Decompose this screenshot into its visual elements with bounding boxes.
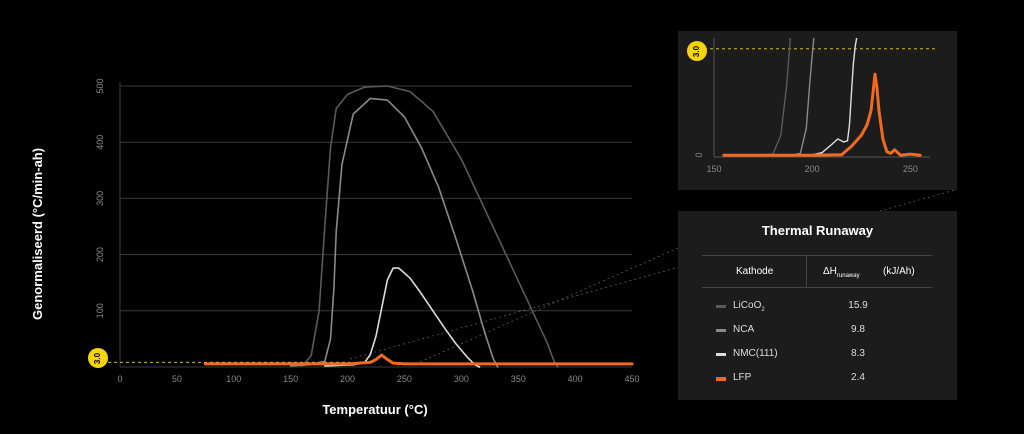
- delta-h-value: 2.4: [851, 372, 865, 383]
- cathode-name: NCA: [733, 324, 754, 335]
- y-tick-label-300: 300: [95, 191, 105, 206]
- table-header-rule: [702, 287, 932, 288]
- inset-series-line-lfp: [722, 72, 922, 157]
- legend-swatch: [716, 377, 726, 381]
- legend-swatch: [716, 329, 726, 332]
- thermal-runaway-table: Thermal Runaway Kathode ΔHrunaway (kJ/Ah…: [678, 211, 957, 400]
- table-top-rule: [702, 255, 932, 256]
- header-delta-subscript: runaway: [836, 273, 860, 279]
- x-tick-label-50: 50: [172, 374, 182, 384]
- x-tick-label-250: 250: [397, 374, 412, 384]
- table-row: NMC(111) 8.3: [678, 345, 957, 365]
- cathode-name: LiCoO2: [733, 300, 765, 313]
- delta-h-value: 15.9: [848, 300, 868, 311]
- y-tick-label-500: 500: [95, 78, 105, 93]
- header-delta-h: ΔHrunaway: [823, 266, 860, 279]
- inset-x-tick-label-150: 150: [706, 164, 721, 174]
- x-tick-label-100: 100: [226, 374, 241, 384]
- cathode-name-text: NCA: [733, 324, 755, 335]
- table-title: Thermal Runaway: [761, 223, 874, 238]
- x-tick-label-450: 450: [624, 374, 639, 384]
- x-tick-label-400: 400: [568, 374, 583, 384]
- cathode-name-subscript: 2: [761, 307, 765, 313]
- x-tick-label-350: 350: [511, 374, 526, 384]
- cathode-name-text: NMC(111): [733, 348, 778, 359]
- inset-series-group: [722, 38, 922, 157]
- inset-y-tick-label-0: 0: [694, 152, 704, 157]
- y-tick-label-400: 400: [95, 135, 105, 150]
- series-line-licoo2: [301, 85, 559, 368]
- inset-series-line-nca: [723, 38, 815, 156]
- cathode-name: NMC(111): [733, 348, 778, 359]
- threshold-marker: 3.0: [88, 348, 108, 368]
- delta-h-value: 8.3: [851, 348, 865, 359]
- inset-threshold-marker-label: 3.0: [692, 45, 702, 57]
- series-line-nca: [289, 97, 499, 368]
- y-tick-label-200: 200: [95, 247, 105, 262]
- x-tick-label-0: 0: [117, 374, 122, 384]
- delta-h-value: 9.8: [851, 324, 865, 335]
- inset-x-tick-label-250: 250: [903, 164, 918, 174]
- table-row: NCA 9.8: [678, 321, 957, 341]
- inset-series-line-nmc: [723, 38, 858, 156]
- inset-threshold-marker: 3.0: [687, 41, 707, 61]
- inset-chart-panel: [678, 31, 957, 190]
- header-unit: (kJ/Ah): [883, 266, 915, 277]
- y-tick-label-100: 100: [95, 303, 105, 318]
- x-tick-label-300: 300: [454, 374, 469, 384]
- table-row: LiCoO2 15.9: [678, 297, 957, 317]
- zoom-leader-line: [419, 246, 681, 363]
- series-line-nmc: [324, 267, 481, 368]
- x-tick-label-200: 200: [340, 374, 355, 384]
- table-row: LFP 2.4: [678, 369, 957, 389]
- legend-swatch: [716, 353, 726, 356]
- x-axis-label: Temperatuur (°C): [322, 402, 428, 417]
- legend-swatch: [716, 305, 726, 308]
- inset-series-line-licoo2: [723, 38, 792, 156]
- cathode-name-text: LFP: [733, 372, 752, 383]
- x-tick-label-150: 150: [283, 374, 298, 384]
- header-kathode: Kathode: [736, 266, 774, 277]
- cathode-name-text: LiCoO: [733, 300, 762, 311]
- table-column-divider: [806, 255, 807, 288]
- series-line-lfp: [203, 353, 634, 366]
- header-delta-symbol: ΔH: [823, 266, 837, 277]
- cathode-name: LFP: [733, 372, 751, 383]
- inset-x-tick-label-200: 200: [805, 164, 820, 174]
